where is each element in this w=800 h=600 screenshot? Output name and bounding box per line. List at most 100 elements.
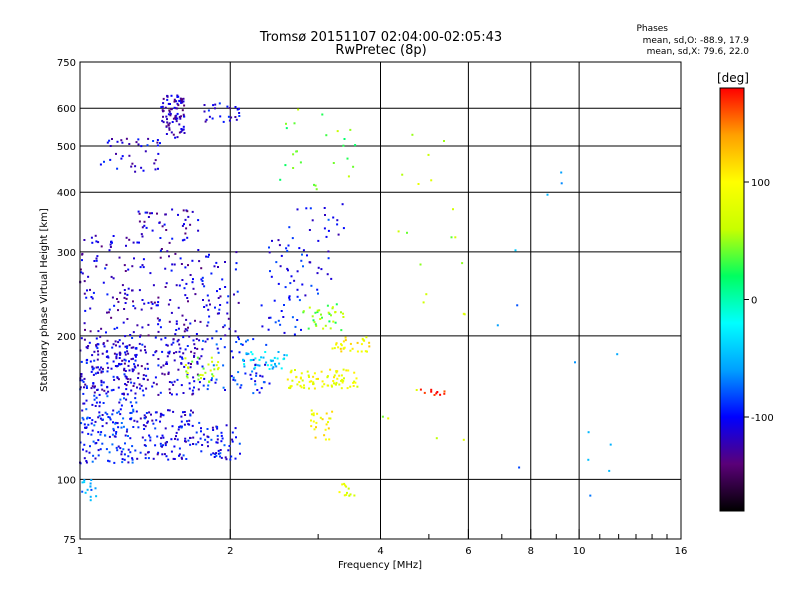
- data-point: [98, 414, 101, 417]
- data-point: [82, 418, 85, 421]
- data-point: [200, 278, 203, 281]
- data-point: [124, 302, 127, 304]
- data-point: [131, 162, 134, 165]
- data-point: [101, 414, 104, 416]
- data-point: [194, 293, 197, 296]
- data-point: [157, 296, 160, 299]
- data-point: [315, 188, 318, 191]
- data-point: [201, 276, 204, 279]
- data-point: [100, 381, 103, 384]
- data-point: [104, 411, 107, 414]
- data-point: [323, 383, 326, 386]
- data-point: [307, 327, 310, 330]
- data-point: [180, 128, 183, 130]
- data-point: [113, 435, 116, 438]
- data-point: [343, 494, 346, 497]
- data-point: [125, 377, 128, 380]
- data-point: [174, 333, 177, 336]
- data-point: [333, 347, 336, 350]
- data-point: [296, 150, 298, 153]
- data-point: [124, 359, 127, 362]
- data-point: [179, 347, 182, 350]
- data-point: [295, 376, 298, 379]
- data-point: [206, 428, 209, 430]
- data-point: [92, 291, 95, 294]
- data-point: [178, 350, 181, 353]
- data-point: [173, 263, 176, 266]
- data-point: [203, 377, 206, 380]
- data-point: [170, 94, 173, 97]
- data-point: [277, 319, 280, 322]
- y-tick-label: 300: [57, 248, 76, 259]
- data-point: [443, 390, 446, 393]
- data-point: [137, 372, 140, 375]
- data-point: [144, 367, 147, 370]
- data-point: [303, 384, 305, 387]
- data-point: [83, 377, 86, 380]
- data-point: [293, 333, 296, 336]
- data-point: [206, 294, 209, 297]
- data-point: [340, 387, 343, 390]
- data-point: [140, 308, 143, 311]
- data-point: [96, 358, 99, 361]
- data-point: [167, 351, 170, 354]
- data-point: [189, 223, 192, 226]
- data-point: [349, 128, 352, 131]
- data-point: [205, 304, 208, 307]
- data-point: [290, 370, 293, 373]
- data-point: [85, 362, 88, 364]
- data-point: [176, 438, 179, 441]
- data-point: [343, 377, 345, 380]
- data-point: [101, 352, 104, 355]
- data-point: [97, 350, 99, 353]
- data-point: [145, 387, 148, 390]
- data-point: [124, 383, 127, 385]
- data-point: [90, 296, 93, 298]
- data-point: [91, 419, 94, 422]
- data-point: [183, 104, 186, 107]
- data-point: [273, 356, 276, 359]
- data-point: [84, 491, 87, 494]
- data-point: [111, 433, 114, 436]
- data-point: [134, 449, 137, 452]
- data-point: [262, 356, 265, 359]
- data-point: [327, 250, 330, 253]
- data-point: [172, 383, 175, 386]
- data-point: [172, 410, 175, 413]
- data-point: [198, 381, 201, 384]
- data-point: [340, 344, 343, 347]
- data-point: [213, 368, 216, 371]
- data-point: [293, 279, 296, 282]
- data-point: [112, 409, 115, 412]
- data-point: [99, 448, 102, 451]
- data-point: [97, 449, 100, 452]
- data-point: [115, 355, 118, 358]
- data-point: [320, 268, 323, 271]
- data-point: [117, 300, 120, 303]
- data-point: [344, 339, 347, 342]
- data-point: [196, 360, 199, 363]
- data-point: [152, 284, 155, 287]
- data-point: [131, 289, 134, 292]
- data-point: [164, 336, 167, 339]
- data-point: [316, 311, 319, 314]
- data-point: [189, 443, 192, 446]
- data-point: [127, 287, 130, 290]
- data-point: [168, 381, 171, 383]
- data-point: [336, 223, 339, 226]
- data-point: [166, 98, 169, 101]
- data-point: [443, 392, 446, 395]
- data-point: [311, 219, 314, 222]
- data-point: [186, 420, 188, 423]
- data-point: [196, 356, 199, 359]
- data-point: [94, 420, 97, 423]
- data-point: [251, 353, 254, 356]
- data-point: [94, 234, 97, 237]
- data-point: [100, 379, 103, 382]
- data-point: [158, 221, 161, 224]
- data-point: [85, 461, 88, 464]
- data-point: [230, 455, 233, 458]
- data-point: [218, 288, 221, 290]
- data-point: [211, 337, 214, 340]
- data-point: [214, 103, 217, 106]
